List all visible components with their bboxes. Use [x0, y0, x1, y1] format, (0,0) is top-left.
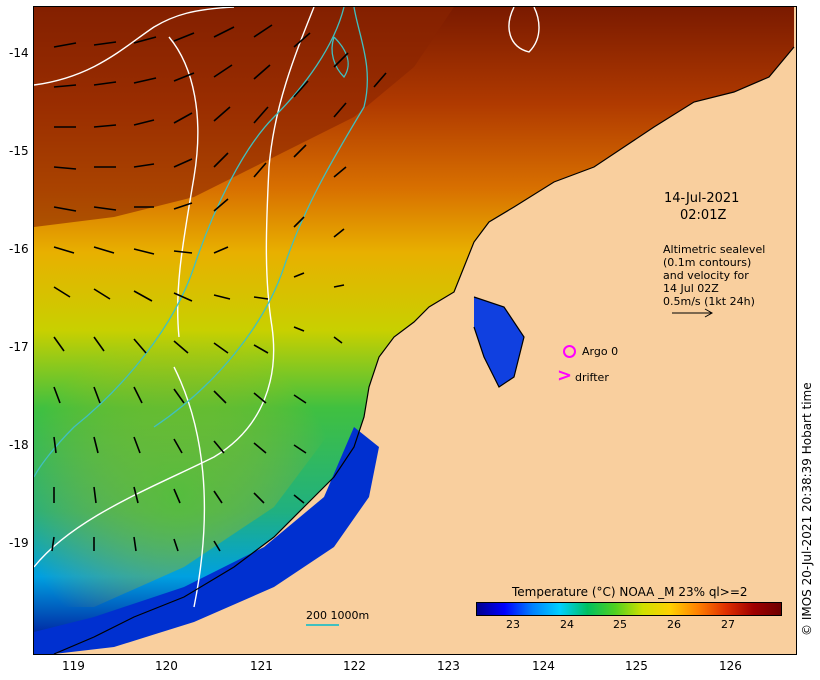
lon-label-120: 120 — [155, 659, 178, 673]
lat-label-18: -18 — [9, 438, 29, 452]
map-time: 02:01Z — [680, 208, 727, 223]
colorbar-tick: 27 — [721, 618, 735, 631]
sealevel-legend: Altimetric sealevel (0.1m contours) and … — [663, 243, 765, 308]
legend-line: (0.1m contours) — [663, 256, 752, 269]
argo-label: Argo 0 — [582, 345, 619, 358]
legend-line: 14 Jul 02Z — [663, 282, 719, 295]
copyright-label: © IMOS 20-Jul-2021 20:38:39 Hobart time — [800, 382, 814, 636]
coastline — [53, 46, 795, 654]
lon-label-122: 122 — [343, 659, 366, 673]
colorbar-tick: 23 — [506, 618, 520, 631]
sst-map-canvas — [34, 7, 795, 654]
sealevel-contours — [34, 7, 540, 608]
colorbar-tick: 26 — [667, 618, 681, 631]
lon-label-124: 124 — [532, 659, 555, 673]
sst-map[interactable] — [33, 6, 797, 655]
lon-label-126: 126 — [719, 659, 742, 673]
lon-label-119: 119 — [62, 659, 85, 673]
lat-label-14: -14 — [9, 46, 29, 60]
lon-label-123: 123 — [437, 659, 460, 673]
legend-line: Altimetric sealevel — [663, 243, 766, 256]
map-date: 14-Jul-2021 — [664, 191, 740, 206]
lat-label-17: -17 — [9, 340, 29, 354]
drifter-marker[interactable]: > — [557, 365, 573, 386]
drifter-label: drifter — [575, 371, 609, 384]
colorbar-title: Temperature (°C) NOAA _M 23% ql>=2 — [512, 585, 748, 599]
ocean-region — [34, 7, 794, 654]
argo-float-marker[interactable] — [563, 345, 576, 358]
bathymetry-scale-label: 200 1000m — [306, 609, 370, 622]
temperature-colorbar — [476, 602, 782, 616]
velocity-arrows — [51, 24, 387, 552]
lat-label-16: -16 — [9, 242, 29, 256]
lon-label-125: 125 — [625, 659, 648, 673]
lat-label-19: -19 — [9, 536, 29, 550]
velocity-scale-arrow — [672, 308, 714, 318]
legend-line: and velocity for — [663, 269, 749, 282]
bathymetry-scale-line — [306, 624, 339, 626]
colorbar-tick: 24 — [560, 618, 574, 631]
bathymetry-contours — [34, 7, 368, 478]
colorbar-tick: 25 — [613, 618, 627, 631]
lat-label-15: -15 — [9, 144, 29, 158]
lon-label-121: 121 — [250, 659, 273, 673]
legend-line: 0.5m/s (1kt 24h) — [663, 295, 755, 308]
